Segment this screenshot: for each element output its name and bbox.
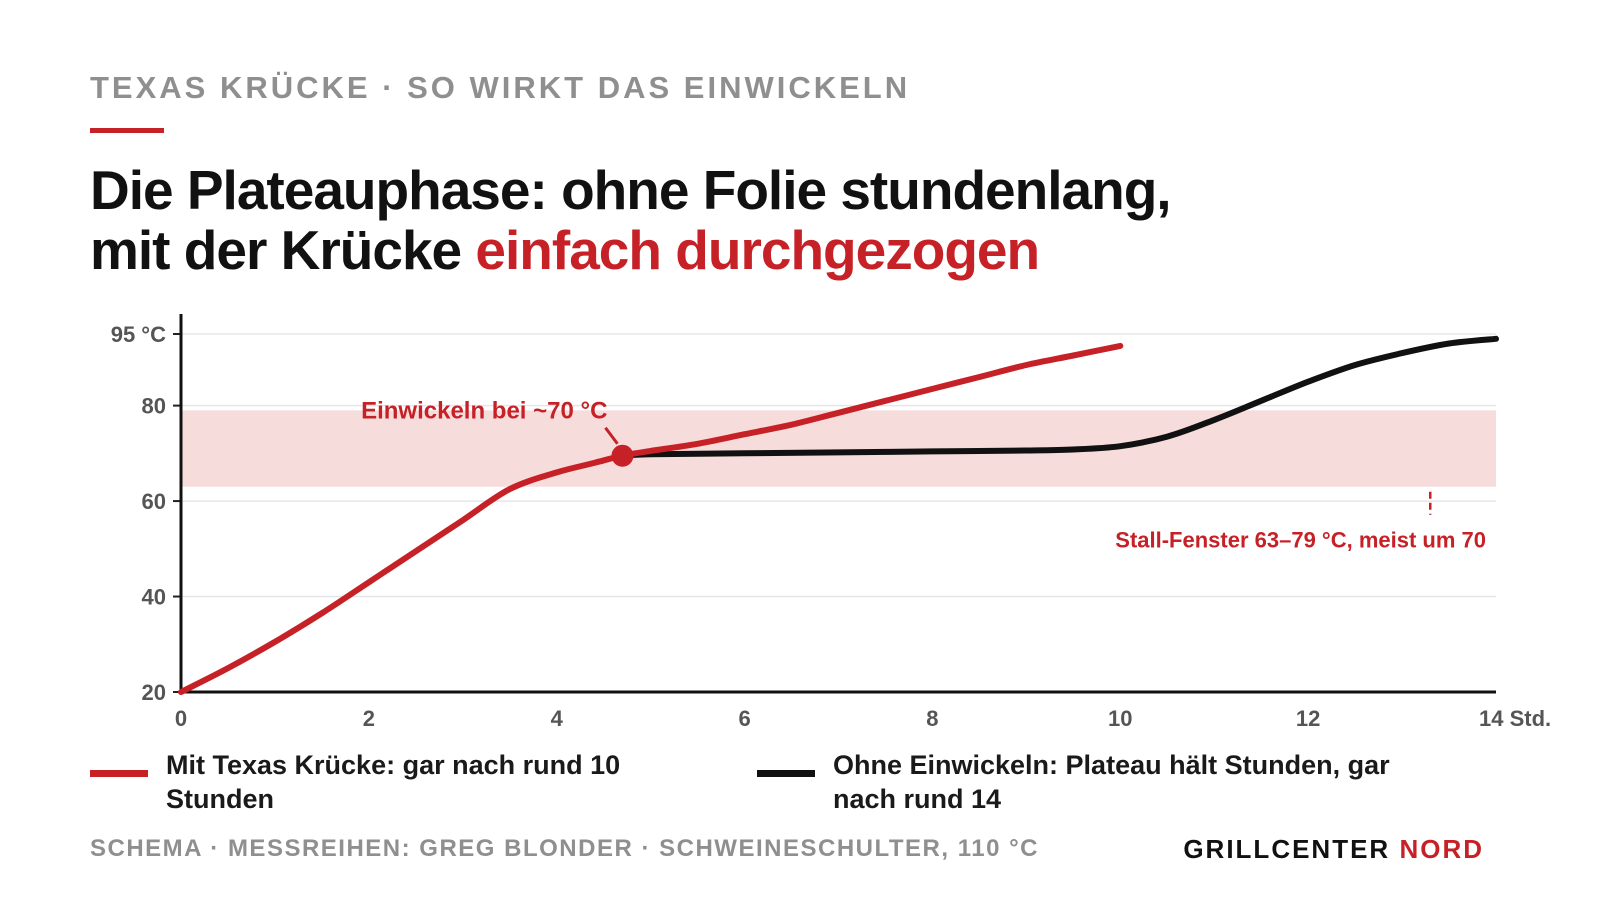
headline: Die Plateauphase: ohne Folie stundenlang… <box>90 159 1172 280</box>
x-tick-label-10: 10 <box>1108 706 1132 731</box>
wrap-point-label: Einwickeln bei ~70 °C <box>361 398 607 425</box>
legend-label-texas-kruecke: Mit Texas Krücke: gar nach rund 10 Stund… <box>166 750 621 814</box>
eyebrow-rule <box>90 128 164 133</box>
x-tick-label-12: 12 <box>1296 706 1320 731</box>
legend-item-texas-kruecke: Mit Texas Krücke: gar nach rund 10 Stund… <box>90 748 686 816</box>
y-tick-label-40: 40 <box>142 585 166 610</box>
series-line-texas-kruecke <box>178 342 1124 695</box>
headline-highlight: einfach durchgezogen <box>475 219 1040 281</box>
legend-swatch-black <box>757 770 815 777</box>
stall-band-label: Stall-Fenster 63–79 °C, meist um 70 <box>1115 528 1486 553</box>
brand-accent: NORD <box>1399 834 1484 864</box>
x-tick-label-0: 0 <box>175 706 187 731</box>
annotation-layer: Einwickeln bei ~70 °C Stall-Fenster 63–79… <box>361 398 1486 553</box>
grid-layer <box>181 333 1496 598</box>
line-chart: 20 40 60 80 95 °C 0 2 4 6 8 10 12 14 Std. Einwickeln… <box>111 314 1551 731</box>
eyebrow-title: TEXAS KRÜCKE · SO WIRKT DAS EINWICKELN <box>90 70 911 105</box>
y-tick-label-20: 20 <box>142 680 166 705</box>
legend-item-ohne-einwickeln: Ohne Einwickeln: Plateau hält Stunden, g… <box>757 748 1453 816</box>
y-tick-label-80: 80 <box>142 394 166 419</box>
axis-layer: 20 40 60 80 95 °C 0 2 4 6 8 10 12 14 Std. <box>111 314 1551 731</box>
series-layer <box>178 335 1499 695</box>
x-tick-label-8: 8 <box>926 706 938 731</box>
headline-line-2: mit der Krücke einfach durchgezogen <box>90 220 1171 280</box>
x-tick-label-4: 4 <box>551 706 564 731</box>
y-tick-label-60: 60 <box>142 489 166 514</box>
legend-label-ohne-einwickeln: Ohne Einwickeln: Plateau hält Stunden, g… <box>833 750 1390 814</box>
stall-band-layer <box>181 410 1496 487</box>
stall-band <box>181 410 1496 487</box>
headline-line-2-prefix: mit der Krücke <box>90 219 476 281</box>
wrap-point-leader <box>604 426 619 445</box>
legend-swatch-red <box>90 770 148 777</box>
footer-source: SCHEMA · MESSREIHEN: GREG BLONDER · SCHW… <box>90 835 1040 862</box>
x-tick-label-2: 2 <box>363 706 375 731</box>
x-tick-label-14: 14 Std. <box>1479 706 1551 731</box>
y-tick-label-95: 95 °C <box>111 322 166 347</box>
wrap-point-marker <box>611 444 634 467</box>
headline-line-1: Die Plateauphase: ohne Folie stundenlang… <box>90 159 1172 221</box>
brand-logo: GRILLCENTER NORD <box>1183 834 1484 865</box>
brand-name: GRILLCENTER <box>1183 834 1400 864</box>
x-tick-label-6: 6 <box>738 706 750 731</box>
series-line-ohne-einwickeln <box>619 335 1499 459</box>
